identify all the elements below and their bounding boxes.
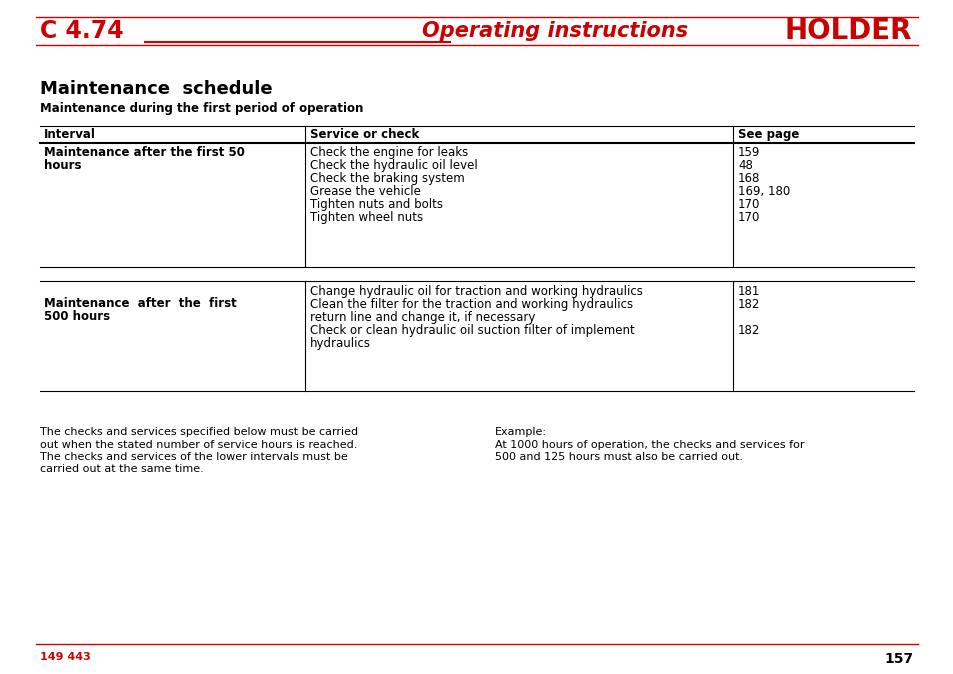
Text: 500 hours: 500 hours: [44, 310, 110, 323]
Text: Clean the filter for the traction and working hydraulics: Clean the filter for the traction and wo…: [310, 298, 633, 311]
Text: Grease the vehicle: Grease the vehicle: [310, 185, 420, 198]
Text: 170: 170: [738, 198, 760, 211]
Text: 182: 182: [738, 324, 760, 337]
Text: Example:: Example:: [495, 427, 546, 437]
Text: Tighten wheel nuts: Tighten wheel nuts: [310, 211, 423, 224]
Text: 168: 168: [738, 172, 760, 185]
Text: hydraulics: hydraulics: [310, 337, 371, 350]
Text: return line and change it, if necessary: return line and change it, if necessary: [310, 311, 535, 324]
Text: 500 and 125 hours must also be carried out.: 500 and 125 hours must also be carried o…: [495, 452, 742, 462]
Text: Maintenance  after  the  first: Maintenance after the first: [44, 297, 236, 310]
Text: Interval: Interval: [44, 128, 95, 141]
Text: HOLDER: HOLDER: [783, 17, 911, 45]
Text: Tighten nuts and bolts: Tighten nuts and bolts: [310, 198, 442, 211]
Text: Change hydraulic oil for traction and working hydraulics: Change hydraulic oil for traction and wo…: [310, 285, 642, 298]
Text: C 4.74: C 4.74: [40, 19, 124, 43]
Text: Maintenance during the first period of operation: Maintenance during the first period of o…: [40, 102, 363, 115]
Text: Maintenance after the first 50: Maintenance after the first 50: [44, 146, 245, 159]
Text: Check or clean hydraulic oil suction filter of implement: Check or clean hydraulic oil suction fil…: [310, 324, 634, 337]
Text: 48: 48: [738, 159, 752, 172]
Text: Service or check: Service or check: [310, 128, 418, 141]
Text: 159: 159: [738, 146, 760, 159]
Text: At 1000 hours of operation, the checks and services for: At 1000 hours of operation, the checks a…: [495, 439, 803, 450]
Text: Check the braking system: Check the braking system: [310, 172, 464, 185]
Text: 170: 170: [738, 211, 760, 224]
Text: 169, 180: 169, 180: [738, 185, 789, 198]
Text: Maintenance  schedule: Maintenance schedule: [40, 80, 273, 98]
Text: carried out at the same time.: carried out at the same time.: [40, 464, 204, 474]
Text: Check the engine for leaks: Check the engine for leaks: [310, 146, 468, 159]
Text: The checks and services specified below must be carried: The checks and services specified below …: [40, 427, 357, 437]
Text: 157: 157: [884, 652, 913, 666]
Text: out when the stated number of service hours is reached.: out when the stated number of service ho…: [40, 439, 357, 450]
Text: The checks and services of the lower intervals must be: The checks and services of the lower int…: [40, 452, 348, 462]
Text: Check the hydraulic oil level: Check the hydraulic oil level: [310, 159, 477, 172]
Text: See page: See page: [738, 128, 799, 141]
Text: 181: 181: [738, 285, 760, 298]
Text: hours: hours: [44, 159, 81, 172]
Text: 149 443: 149 443: [40, 652, 91, 662]
Text: 182: 182: [738, 298, 760, 311]
Text: Operating instructions: Operating instructions: [421, 21, 687, 41]
